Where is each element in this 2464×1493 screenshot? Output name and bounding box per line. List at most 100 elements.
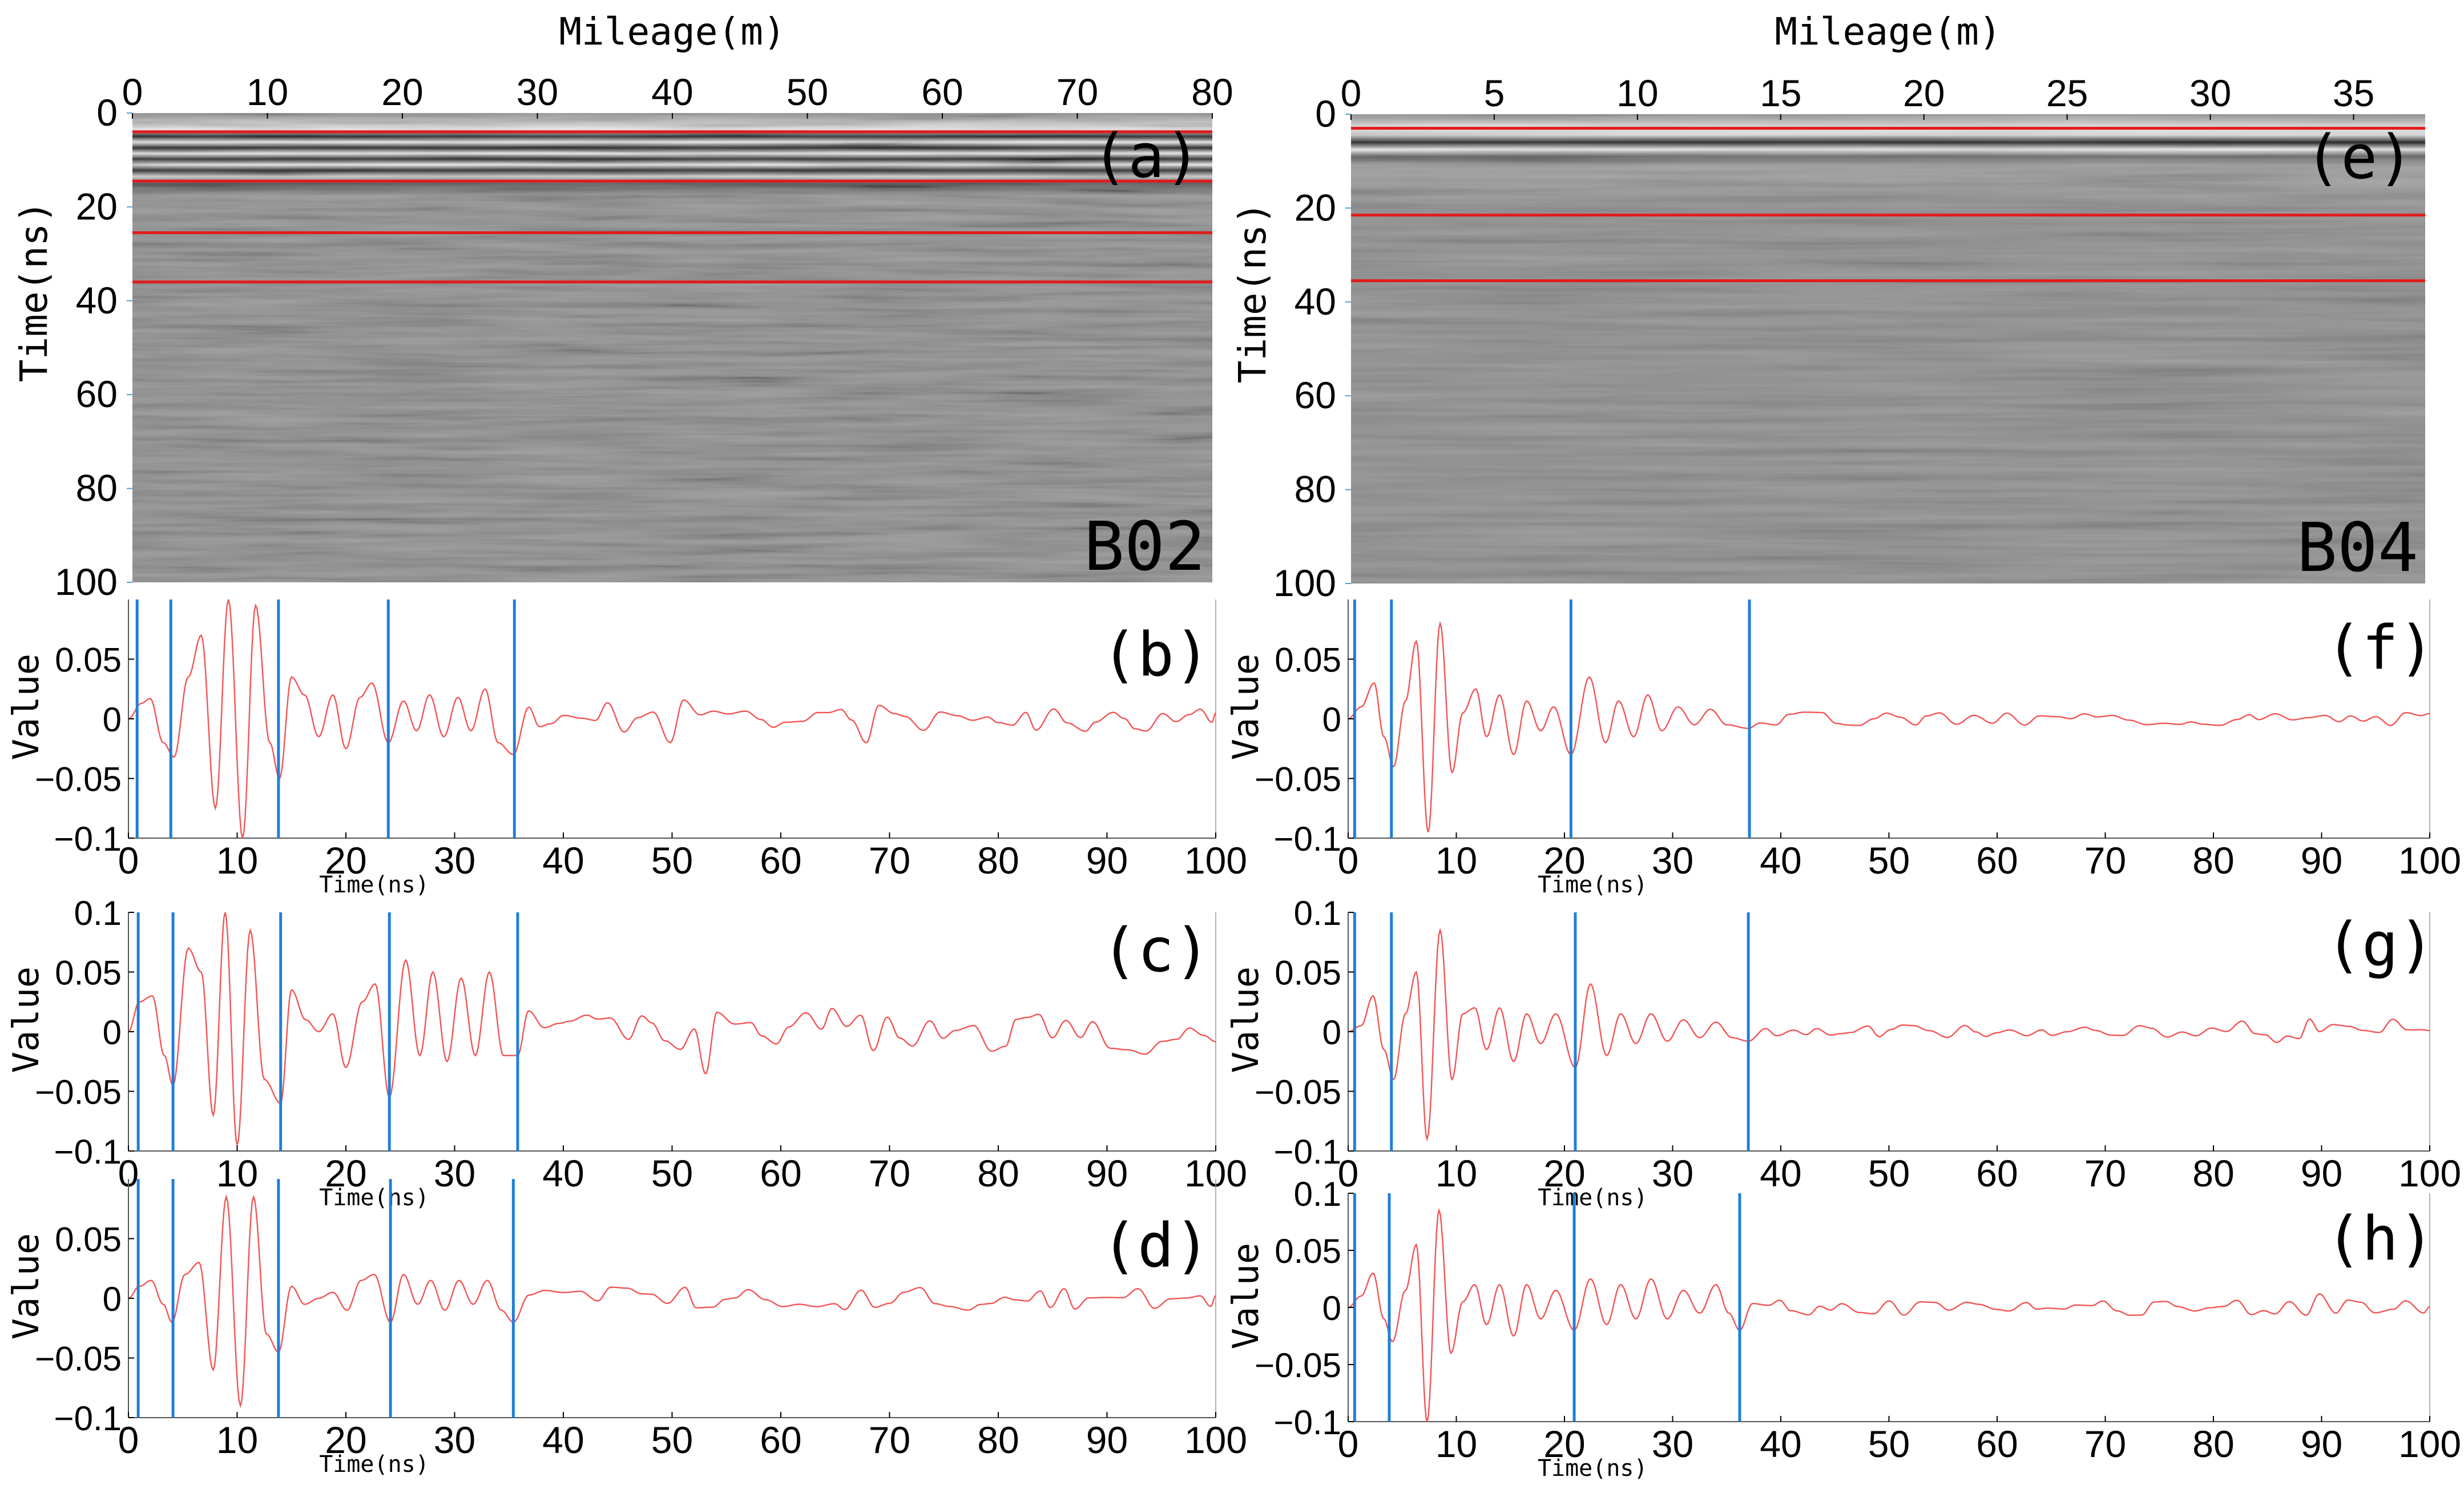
y-tick-label: −0.1 (1274, 820, 1341, 858)
x-tick-label: 90 (2301, 1152, 2342, 1194)
x-tick-label: 20 (1543, 1423, 1585, 1465)
y-tick-label: 0.1 (1294, 894, 1341, 932)
panel-label: (f) (2325, 613, 2434, 683)
y-tick-label: −0.1 (54, 1133, 122, 1171)
x-tick-label: 70 (2084, 1423, 2126, 1465)
y-tick-label: −0.1 (1274, 1403, 1341, 1442)
x-tick-label: 60 (921, 71, 963, 113)
x-tick-label: 100 (2398, 839, 2461, 882)
y-axis-title: Time(ns) (12, 200, 56, 382)
x-tick-label: 10 (216, 1419, 258, 1461)
x-tick-label: 50 (1868, 1152, 1910, 1194)
x-tick-label: 30 (2189, 72, 2231, 114)
x-tick-label: 70 (2084, 1152, 2126, 1194)
figure-layer: 0 10 20 30 40 50 60 70 80Mileage(m)020406080100T… (5, 10, 2461, 1482)
panel-h: 0 10 20 30 40 50 60 70 80 90 100 −0.1 −0.05 0 0.05 0.1 T… (1225, 1175, 2461, 1482)
radargram-bands (132, 113, 1212, 582)
y-tick-label: 0 (1322, 1013, 1341, 1052)
x-tick-label: 40 (542, 1419, 584, 1461)
y-tick-label: −0.1 (54, 1399, 122, 1438)
profile-label: B04 (2297, 508, 2418, 587)
x-tick-label: 10 (216, 839, 258, 882)
y-tick-label: 0 (1322, 701, 1341, 739)
x-tick-label: 70 (869, 1152, 910, 1194)
y-tick-label: 0 (103, 1013, 122, 1052)
x-tick-label: 80 (977, 1152, 1019, 1194)
x-tick-label: 40 (651, 71, 693, 113)
panel-label: (b) (1101, 619, 1210, 690)
y-tick-label: 100 (1273, 562, 1336, 604)
x-tick-label: 10 (1616, 72, 1658, 114)
panel-f: 0 10 20 30 40 50 60 70 80 90 100 −0.1 −0.05 0 0.05 Time… (1225, 599, 2461, 898)
x-axis-title: Time(ns) (319, 1451, 429, 1478)
panel-label: (e) (2305, 122, 2414, 192)
x-tick-label: 50 (787, 71, 828, 113)
x-tick-label: 10 (1435, 1152, 1477, 1194)
trace-series-line (128, 912, 1216, 1145)
panel-a: 0 10 20 30 40 50 60 70 80 Mileage(m) 0 20 40 60 80 100 T… (12, 10, 1233, 603)
y-tick-label: 0.05 (1275, 1232, 1341, 1270)
x-tick-label: 40 (542, 1152, 584, 1194)
y-tick-label: 0.05 (1275, 641, 1341, 679)
x-tick-label: 0 (1341, 72, 1362, 114)
y-tick-label: −0.05 (35, 1340, 122, 1378)
y-tick-label: −0.05 (35, 1073, 122, 1112)
x-tick-label: 100 (1184, 839, 1247, 882)
y-tick-label: 0.05 (1275, 954, 1341, 992)
x-tick-label: 20 (325, 1419, 366, 1461)
x-tick-label: 80 (2192, 1152, 2234, 1194)
y-tick-label: 100 (55, 561, 118, 603)
trace-series-line (1348, 1208, 2430, 1422)
y-tick-label: 0.05 (55, 641, 122, 679)
x-tick-label: 60 (760, 1419, 801, 1461)
x-tick-label: 25 (2046, 72, 2088, 114)
y-tick-label: 0.1 (74, 894, 122, 932)
y-tick-label: 40 (76, 279, 118, 321)
y-tick-label: 40 (1294, 280, 1336, 323)
y-axis-title: Value (5, 654, 47, 760)
y-tick-label: 20 (1294, 186, 1336, 228)
x-tick-label: 80 (977, 839, 1019, 882)
x-axis-title: Time(ns) (319, 872, 429, 898)
y-tick-label: 20 (76, 185, 118, 227)
x-axis-title: Time(ns) (1538, 1185, 1648, 1211)
trace-series-line (1348, 928, 2430, 1142)
x-tick-label: 70 (869, 839, 910, 882)
x-tick-label: 100 (2398, 1152, 2461, 1194)
y-tick-label: 80 (76, 467, 118, 509)
x-tick-label: 80 (2192, 839, 2234, 882)
x-tick-label: 10 (247, 71, 288, 113)
x-tick-label: 90 (2301, 839, 2342, 882)
y-tick-label: −0.1 (54, 820, 122, 858)
x-tick-label: 0 (118, 1419, 139, 1461)
x-tick-label: 30 (517, 71, 558, 113)
x-tick-label: 40 (1760, 1423, 1801, 1465)
trace-series-line (128, 599, 1216, 839)
x-tick-label: 20 (1903, 72, 1945, 114)
x-tick-label: 30 (1652, 839, 1693, 882)
x-tick-label: 50 (651, 839, 693, 882)
x-tick-label: 10 (1435, 839, 1477, 882)
x-tick-label: 70 (2084, 839, 2126, 882)
x-axis-title: Time(ns) (319, 1185, 429, 1211)
y-tick-label: −0.1 (1274, 1133, 1341, 1171)
x-tick-label: 30 (434, 1419, 475, 1461)
x-tick-label: 30 (434, 1152, 475, 1194)
panel-e: 0 5 10 15 20 25 30 35 Mileage(m) 0 20 40 60 80 100 Time… (1231, 10, 2425, 604)
x-tick-label: 90 (2301, 1423, 2342, 1465)
y-tick-label: −0.05 (1255, 1346, 1341, 1385)
x-tick-label: 50 (1868, 1423, 1910, 1465)
x-tick-label: 0 (1338, 1152, 1359, 1194)
x-tick-label: 90 (1086, 1152, 1128, 1194)
y-tick-label: 0 (96, 91, 118, 134)
x-tick-label: 80 (2192, 1423, 2234, 1465)
panel-c: 0 10 20 30 40 50 60 70 80 90 100−0.1−0.0500.050.1T… (5, 894, 1247, 1211)
x-tick-label: 60 (1976, 839, 2018, 882)
x-tick-label: 10 (1435, 1423, 1477, 1465)
x-axis-title: Mileage(m) (559, 10, 785, 54)
x-tick-label: 20 (1543, 1152, 1585, 1194)
x-tick-label: 0 (118, 839, 139, 882)
x-tick-label: 70 (1056, 71, 1098, 113)
x-tick-label: 80 (1191, 71, 1233, 113)
x-tick-label: 70 (869, 1419, 910, 1461)
